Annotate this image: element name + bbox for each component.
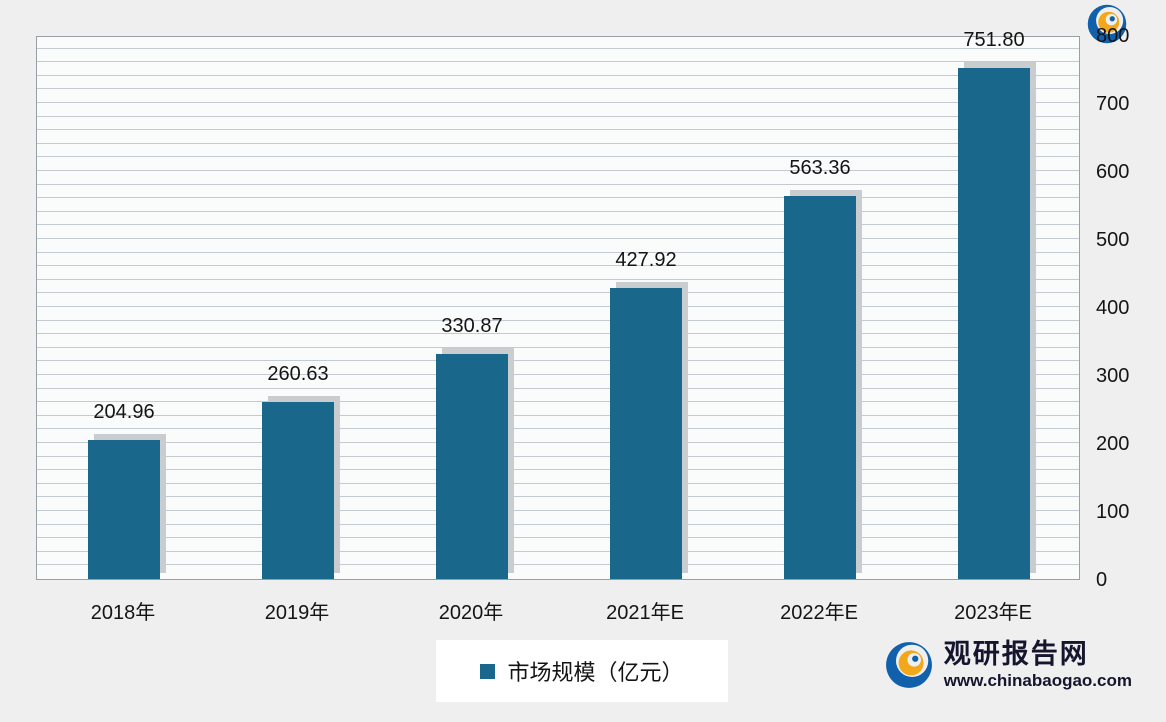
- gridline: [37, 88, 1079, 90]
- gridline: [37, 251, 1079, 253]
- x-axis: 2018年 2019年 2020年 2021年E 2022年E 2023年E: [36, 596, 1080, 626]
- y-tick-label: 0: [1096, 569, 1108, 591]
- gridline: [37, 428, 1079, 430]
- bar-value-label: 330.87: [441, 315, 503, 338]
- gridline: [37, 210, 1079, 212]
- brand-logo-icon: [884, 640, 934, 690]
- brand-url: www.chinabaogao.com: [943, 671, 1132, 690]
- gridline: [37, 265, 1079, 267]
- legend-marker: [480, 663, 496, 679]
- gridline: [37, 564, 1079, 566]
- y-tick-label: 500: [1096, 229, 1130, 251]
- gridline: [37, 197, 1079, 199]
- gridline: [37, 142, 1079, 144]
- gridline: [37, 102, 1079, 103]
- gridline: [37, 401, 1079, 403]
- y-tick-label: 300: [1096, 365, 1130, 387]
- gridline: [37, 550, 1079, 552]
- x-tick-label: 2023年E: [954, 602, 1032, 624]
- gridline: [37, 482, 1079, 484]
- x-tick-label: 2021年E: [606, 602, 684, 624]
- bar-value-label: 563.36: [789, 156, 851, 179]
- gridline: [37, 74, 1079, 76]
- gridline: [37, 496, 1079, 498]
- bar: [88, 439, 160, 579]
- y-tick-label: 400: [1096, 297, 1130, 319]
- bar-value-label: 427.92: [615, 249, 677, 272]
- gridline: [37, 170, 1079, 171]
- x-tick-label: 2022年E: [780, 602, 858, 624]
- swirl-logo-icon: [1087, 4, 1127, 44]
- swirl-logo-icon: [885, 641, 932, 688]
- legend-label: 市场规模（亿元）: [507, 660, 684, 685]
- bar-value-label: 204.96: [93, 400, 155, 423]
- y-axis: 0 100 200 300 400 500 600 700 800: [1096, 25, 1160, 591]
- gridline: [37, 360, 1079, 362]
- gridline: [37, 414, 1079, 416]
- bar-value-label: 751.80: [963, 28, 1025, 51]
- gridline: [37, 306, 1079, 307]
- gridline: [37, 61, 1079, 63]
- gridline: [37, 115, 1079, 117]
- bar: [262, 401, 334, 579]
- gridline: [37, 319, 1079, 321]
- y-tick-label: 100: [1096, 501, 1130, 523]
- y-tick-label: 200: [1096, 433, 1130, 455]
- brand-logo-small-icon: [1086, 3, 1128, 45]
- plot-area: 204.96 260.63 330.87 427.92 563.36 751.80: [36, 29, 1080, 580]
- gridline: [37, 469, 1079, 471]
- y-tick-label: 600: [1096, 161, 1130, 183]
- gridline: [37, 129, 1079, 131]
- x-tick-label: 2018年: [90, 602, 156, 624]
- bar: [436, 354, 508, 579]
- gridline: [37, 346, 1079, 348]
- bar-value-label: 260.63: [267, 362, 329, 385]
- gridline: [37, 537, 1079, 539]
- gridline: [37, 510, 1079, 511]
- gridline: [37, 333, 1079, 335]
- gridline: [37, 374, 1079, 375]
- bar: [784, 195, 856, 579]
- legend: 市场规模（亿元）: [436, 640, 728, 702]
- gridline: [37, 523, 1079, 525]
- y-tick-label: 800: [1096, 25, 1130, 47]
- gridline: [37, 183, 1079, 185]
- brand-name: 观研报告网: [943, 639, 1089, 669]
- gridline: [37, 278, 1079, 280]
- bar: [958, 67, 1030, 579]
- gridline: [37, 387, 1079, 389]
- bar: [610, 288, 682, 579]
- y-tick-label: 700: [1096, 93, 1130, 115]
- gridline: [37, 238, 1079, 239]
- gridline: [37, 455, 1079, 457]
- brand-text: 观研报告网 www.chinabaogao.com: [944, 638, 1132, 691]
- gridline: [37, 47, 1079, 49]
- gridline: [37, 224, 1079, 226]
- gridline: [37, 156, 1079, 158]
- x-tick-label: 2019年: [264, 602, 330, 624]
- x-tick-label: 2020年: [438, 602, 504, 624]
- gridline: [37, 292, 1079, 294]
- gridline: [37, 442, 1079, 443]
- branding: 观研报告网 www.chinabaogao.com: [884, 638, 1132, 691]
